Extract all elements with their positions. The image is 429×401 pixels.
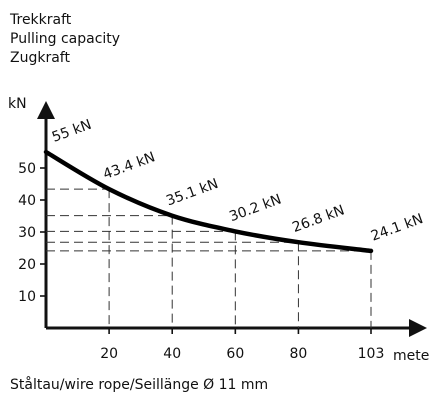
curve-layer (43, 149, 374, 254)
x-tick-label-40: 40 (163, 346, 181, 362)
capacity-curve (43, 149, 374, 254)
axes (37, 101, 427, 337)
title-line-2: Pulling capacity (10, 31, 120, 47)
data-point-20 (107, 187, 111, 191)
y-tick-label-50: 50 (18, 161, 36, 177)
data-point-103 (369, 249, 373, 253)
data-label-0: 55 kN (50, 117, 94, 146)
data-label-60: 30.2 kN (227, 192, 283, 226)
y-tick-label-30: 30 (18, 225, 36, 241)
data-label-40: 35.1 kN (164, 176, 220, 210)
y-axis-arrow (37, 101, 55, 119)
y-tick-label-40: 40 (18, 193, 36, 209)
x-tick-label-103: 103 (358, 346, 385, 362)
data-label-103: 24.1 kN (369, 211, 425, 245)
footer-caption: Ståltau/wire rope/Seillänge Ø 11 mm (10, 376, 268, 393)
guide-lines (46, 188, 372, 328)
x-tick-label-20: 20 (100, 346, 118, 362)
data-point-60 (233, 229, 237, 233)
x-tick-label-60: 60 (226, 346, 244, 362)
data-point-40 (170, 214, 174, 218)
title-line-3: Zugkraft (10, 50, 70, 66)
y-axis-label: kN (8, 96, 27, 112)
x-axis-label: meter (393, 348, 429, 364)
data-point-80 (296, 240, 300, 244)
title-line-1: Trekkraft (9, 12, 72, 28)
data-point-0 (44, 150, 48, 154)
ticks: 10 20 30 40 50 20 40 60 80 103 (18, 161, 384, 362)
x-axis-arrow (409, 319, 427, 337)
data-label-20: 43.4 kN (101, 149, 157, 183)
y-tick-label-20: 20 (18, 257, 36, 273)
x-tick-label-80: 80 (290, 346, 308, 362)
chart-title: Trekkraft Pulling capacity Zugkraft (9, 12, 120, 66)
y-tick-label-10: 10 (18, 289, 36, 305)
data-label-80: 26.8 kN (290, 202, 346, 236)
